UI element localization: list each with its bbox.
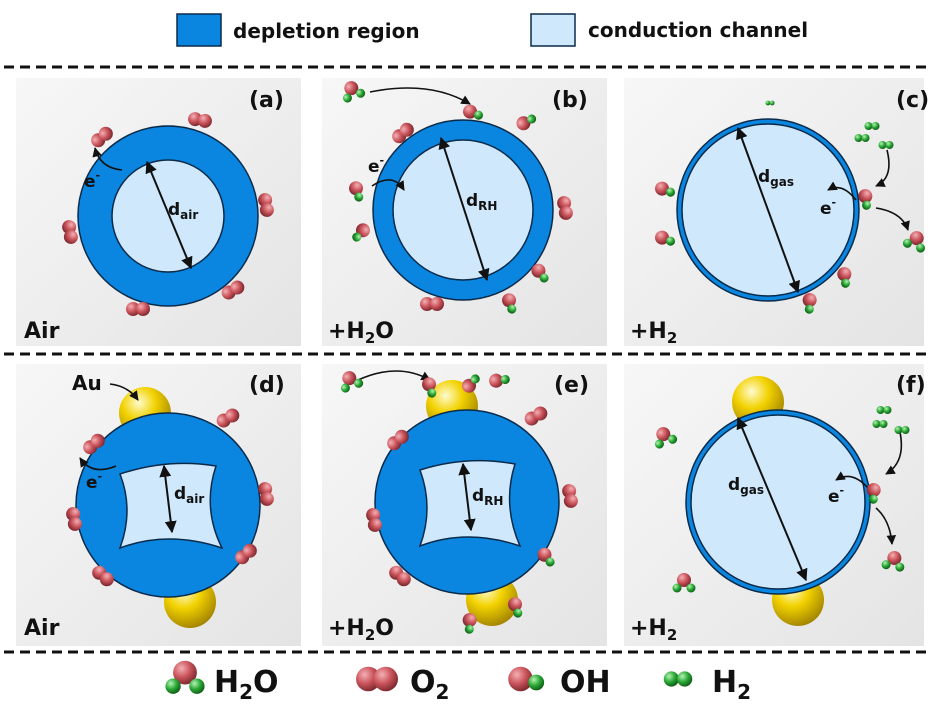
conduction-core	[120, 463, 222, 548]
legend-h2o-label: H2O	[214, 665, 279, 704]
oxygen-molecule-icon	[356, 667, 398, 692]
conduction-core	[420, 461, 520, 546]
water-molecule-icon	[165, 661, 204, 694]
conduction-legend-label: conduction channel	[588, 18, 808, 42]
gold-label: Au	[72, 371, 102, 395]
panel-tag: (c)	[896, 88, 929, 113]
conduction-swatch	[531, 14, 575, 46]
hydrogen-molecule-icon	[664, 671, 693, 686]
legend-oh-label: OH	[560, 665, 611, 700]
environment-label: +H2O	[328, 616, 394, 644]
panel-tag: (a)	[249, 88, 284, 113]
environment-label: Air	[24, 616, 60, 641]
depletion-swatch	[177, 14, 221, 46]
depletion-legend-label: depletion region	[233, 19, 420, 43]
legend-o2-label: O2	[410, 665, 449, 704]
environment-label: +H2O	[328, 319, 394, 347]
panel-tag: (f)	[896, 373, 926, 398]
panel-tag: (d)	[249, 373, 285, 398]
legend-h2-label: H2	[712, 665, 751, 704]
environment-label: Air	[24, 319, 60, 344]
conduction-core	[393, 140, 533, 280]
panel-tag: (e)	[554, 373, 589, 398]
top-legend: depletion region conduction channel	[177, 14, 808, 46]
panel-tag: (b)	[552, 88, 588, 113]
molecule-legend: H2O O2 OH H2	[165, 661, 751, 704]
hydroxyl-icon	[508, 667, 544, 692]
